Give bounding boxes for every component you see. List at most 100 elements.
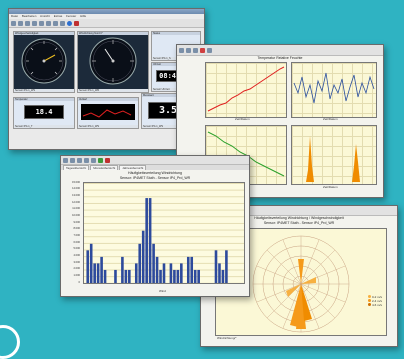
rose-title: Häufigkeitsverteilung Windrichtung / Win… [254, 216, 344, 220]
y-tick-label: 12.000 [72, 200, 80, 204]
x-axis-label: Zeit/Datum [323, 185, 338, 189]
exit-icon[interactable] [74, 20, 79, 26]
bar-chart-window[interactable]: Tagesübersicht Monatsübersicht Jahresübe… [60, 155, 250, 297]
blue-line-series [293, 72, 375, 104]
y-tick-label: 11.000 [72, 207, 80, 211]
wind-rose-chart [252, 235, 350, 333]
y-tick-label: 5.000 [73, 247, 81, 251]
bar-30 [186, 256, 190, 283]
chart-icon[interactable] [46, 20, 51, 26]
bar-1 [86, 250, 90, 283]
bar-33 [197, 269, 200, 283]
exit-icon[interactable] [105, 157, 110, 163]
y-tick-label: 2.000 [73, 267, 81, 271]
orange-peak-series [306, 136, 360, 182]
temperature-panel: Temperatur 18.4 Sensor IP4-1_T [13, 97, 75, 129]
y-tick-label: 13.000 [72, 193, 80, 197]
search-icon[interactable] [39, 20, 44, 26]
panel-footer: Sensor IP4-1_WS [14, 89, 74, 92]
y-tick-label: 7.000 [73, 233, 81, 237]
red-line-series [207, 66, 285, 112]
tab-daily[interactable]: Tagesübersicht [63, 165, 90, 170]
menu-item[interactable]: Fenster [66, 14, 77, 18]
open-icon[interactable] [179, 47, 184, 53]
panel-footer: Sensor IP4-1_WS [78, 125, 138, 128]
bar-18 [145, 198, 148, 283]
bar-5 [100, 256, 103, 283]
trend-panel: Verlauf Sensor IP4-1_WS [77, 97, 139, 129]
tab-yearly[interactable]: Jahresübersicht [119, 165, 147, 170]
chart-icon[interactable] [91, 157, 96, 163]
y-tick-label: 3.000 [73, 260, 81, 264]
gauge-dashboard-window[interactable]: Datei Bearbeiten Ansicht Extras Fenster … [8, 8, 205, 150]
line-charts-window[interactable]: Temperatur Relative Feuchte Zeit/Datum Z… [176, 44, 384, 198]
bar-32 [193, 269, 197, 283]
toolbar [9, 19, 204, 28]
bar-15 [134, 263, 138, 283]
legend-item: 0-2 m/s [368, 295, 382, 299]
y-tick-label: 8.000 [73, 227, 81, 231]
y-tick-label: 15.000 [72, 180, 80, 184]
open-icon[interactable] [63, 157, 68, 163]
save-icon[interactable] [18, 20, 23, 26]
y-axis-ticks: 0 1.000 2.000 3.000 4.000 5.000 6.000 7.000 8.00… [61, 180, 81, 284]
menu-item[interactable]: Bearbeiten [21, 14, 37, 18]
humidity-line-plot [291, 62, 377, 118]
menu-item[interactable]: Ansicht [40, 14, 50, 18]
bar-27 [176, 269, 180, 283]
view-tabs: Tagesübersicht Monatsübersicht Jahresübe… [61, 165, 249, 170]
print-icon[interactable] [25, 20, 30, 26]
menu-item[interactable]: Hilfe [80, 14, 87, 18]
bar-12 [124, 269, 128, 283]
bar-39 [218, 263, 221, 283]
save-icon[interactable] [70, 157, 75, 163]
panel-title: Temperatur [14, 98, 74, 101]
bar-28 [180, 263, 183, 283]
menu-bar: Datei Bearbeiten Ansicht Extras Fenster … [9, 14, 204, 19]
bar-23 [162, 263, 166, 283]
menu-item[interactable]: Datei [11, 14, 19, 18]
peak-plot [291, 125, 377, 185]
rose-subtitle: Sensor: IP4MET Stuth - Sensor IP4_Prd_WR [263, 221, 335, 225]
bar-26 [173, 269, 176, 283]
panel-title: Messwert [142, 94, 200, 97]
settings-icon[interactable] [60, 20, 65, 26]
bar-9 [114, 269, 117, 283]
tab-monthly[interactable]: Monatsübersicht [90, 165, 119, 170]
chart-title: Häufigkeitsverteilung Windrichtung [128, 171, 182, 175]
refresh-icon[interactable] [32, 20, 37, 26]
chart-icon[interactable] [200, 47, 205, 53]
open-icon[interactable] [11, 20, 16, 26]
help-icon[interactable] [67, 20, 72, 26]
bar-40 [221, 269, 225, 283]
panel-footer: Sensor IP4-1_WS [142, 125, 200, 128]
toolbar [177, 45, 383, 56]
bar-41 [225, 250, 228, 283]
panel-title: Windrichtung Nord 0° [78, 32, 148, 35]
bar-21 [155, 256, 159, 283]
chart-subtitle: Sensor: IP4MET Stuth - Sensor IP4_Prd_WR [119, 176, 191, 180]
bar-19 [148, 198, 152, 283]
title-bar[interactable] [9, 9, 204, 14]
bar-13 [128, 269, 131, 283]
temperature-line-plot [205, 62, 287, 118]
menu-item[interactable]: Extras [53, 14, 63, 18]
panel-footer: Sensor IP4-1_WR [78, 89, 148, 92]
bar-3 [93, 263, 96, 283]
panel-title: Verlauf [78, 98, 138, 101]
panel-title: Status [152, 32, 200, 35]
save-icon[interactable] [186, 47, 191, 53]
rose-legend: 0-2 m/s 2-4 m/s 4-6 m/s [368, 295, 382, 307]
x-axis-label: Zeit/Datum [323, 117, 338, 121]
refresh-icon[interactable] [84, 157, 89, 163]
export-icon[interactable] [207, 47, 212, 53]
wind-speed-gauge [21, 38, 67, 84]
print-icon[interactable] [193, 47, 198, 53]
bar-31 [190, 256, 194, 283]
bar-4 [96, 263, 100, 283]
bar-chart [86, 198, 228, 283]
print-icon[interactable] [77, 157, 82, 163]
corner-ring-decoration [0, 325, 20, 359]
table-icon[interactable] [53, 20, 58, 26]
export-icon[interactable] [98, 157, 103, 163]
